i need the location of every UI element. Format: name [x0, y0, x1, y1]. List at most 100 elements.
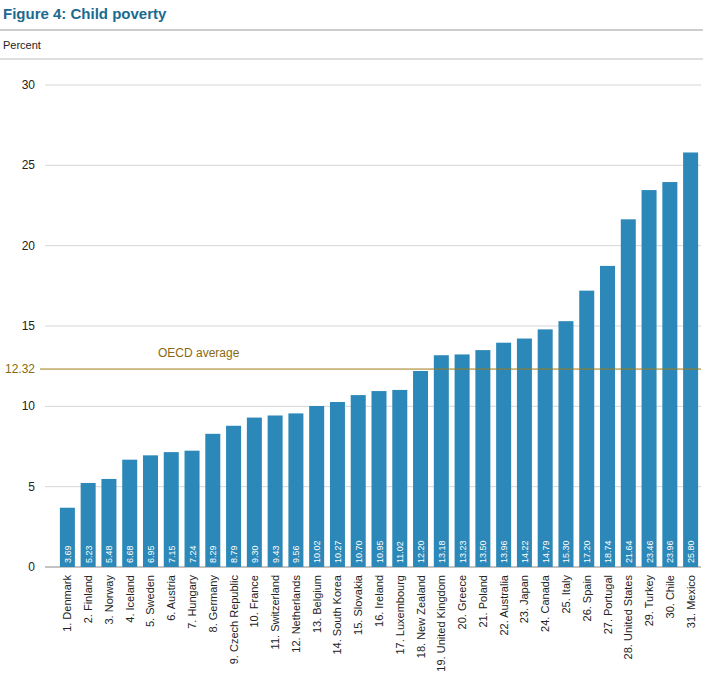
data-label: 10.27 [333, 540, 343, 563]
x-tick-label: 13. Belgium [311, 575, 323, 633]
bar [455, 354, 470, 567]
data-label: 6.68 [125, 545, 135, 563]
x-tick-label: 6. Austria [165, 574, 177, 621]
x-tick-label: 8. Germany [207, 575, 219, 633]
data-label: 10.95 [375, 540, 385, 563]
grid-line [45, 245, 701, 246]
x-tick-label: 14. South Korea [331, 574, 343, 654]
x-tick-label: 28. United States [622, 575, 634, 660]
grid-line [45, 165, 701, 166]
data-label: 14.79 [541, 540, 551, 563]
x-tick-label: 9. Czech Republic [228, 575, 240, 665]
x-tick-label: 1. Denmark [61, 575, 73, 632]
bar [496, 343, 511, 567]
bar [247, 418, 262, 567]
bar [392, 390, 407, 567]
x-tick-label: 23. Japan [518, 575, 530, 623]
x-tick-label: 26. Spain [581, 575, 593, 621]
bar [434, 355, 449, 567]
bar [558, 321, 573, 567]
x-tick-label: 5. Sweden [144, 575, 156, 627]
x-tick-label: 24. Canada [539, 574, 551, 632]
x-tick-label: 3. Norway [103, 575, 115, 625]
bar [662, 182, 677, 567]
reference-label: OECD average [158, 346, 240, 360]
bar [122, 460, 137, 567]
data-label: 9.30 [250, 545, 260, 563]
bar [288, 413, 303, 567]
data-label: 5.23 [84, 545, 94, 563]
x-tick-label: 2. Finland [82, 575, 94, 623]
bar [621, 219, 636, 567]
bar [81, 483, 96, 567]
data-label: 11.02 [395, 541, 405, 563]
bar [579, 291, 594, 567]
header-rule [0, 59, 703, 60]
x-tick-label: 22. Australia [498, 574, 510, 635]
bar [143, 455, 158, 567]
bar [205, 434, 220, 567]
data-label: 18.74 [603, 540, 613, 563]
y-tick-label: 0 [28, 560, 35, 574]
x-tick-label: 19. United Kingdom [435, 575, 447, 672]
bar [475, 350, 490, 567]
x-tick-label: 27. Portugal [602, 575, 614, 634]
bar [517, 339, 532, 567]
grid-line [45, 85, 701, 86]
data-label: 7.24 [188, 545, 198, 563]
data-label: 13.23 [458, 540, 468, 563]
data-label: 13.18 [437, 540, 447, 563]
bar [413, 371, 428, 567]
data-label: 14.22 [520, 540, 530, 563]
x-tick-label: 4. Iceland [124, 575, 136, 623]
reference-value: 12.32 [5, 362, 35, 376]
data-label: 10.02 [312, 540, 322, 563]
data-label: 23.96 [665, 540, 675, 563]
x-tick-label: 7. Hungary [186, 575, 198, 629]
bar [600, 266, 615, 567]
y-tick-label: 15 [22, 319, 36, 333]
data-label: 17.20 [582, 540, 592, 563]
bar [309, 406, 324, 567]
bar [330, 402, 345, 567]
y-tick-label: 10 [22, 399, 36, 413]
data-label: 9.43 [271, 545, 281, 563]
bar [642, 190, 657, 567]
data-label: 8.29 [208, 545, 218, 563]
bar [683, 152, 698, 567]
chart: Figure 4: Child povertyPercent0510152025… [0, 0, 703, 696]
title: Figure 4: Child poverty [3, 5, 167, 22]
data-label: 10.70 [354, 540, 364, 563]
data-label: 13.50 [478, 540, 488, 563]
data-label: 3.69 [63, 545, 73, 563]
x-tick-label: 29. Turkey [643, 575, 655, 627]
y-tick-label: 5 [28, 480, 35, 494]
title-rule [0, 30, 703, 31]
x-tick-label: 18. New Zealand [415, 575, 427, 658]
x-tick-label: 17. Luxembourg [394, 575, 406, 655]
data-label: 13.96 [499, 540, 509, 563]
y-axis-label: Percent [3, 39, 41, 51]
x-tick-label: 11. Switzerland [269, 575, 281, 649]
x-tick-label: 20. Greece [456, 575, 468, 629]
data-label: 6.95 [146, 545, 156, 563]
x-tick-label: 10. France [248, 575, 260, 628]
bar [268, 415, 283, 567]
data-label: 23.46 [645, 540, 655, 563]
x-tick-label: 30. Chile [664, 575, 676, 618]
bar [185, 451, 200, 567]
data-label: 9.56 [291, 545, 301, 563]
x-tick-label: 25. Italy [560, 575, 572, 614]
data-label: 21.64 [624, 540, 634, 563]
data-label: 15.30 [561, 540, 571, 563]
bar [60, 508, 75, 567]
bars [60, 152, 698, 567]
bar [538, 329, 553, 567]
y-tick-label: 30 [22, 78, 36, 92]
bar [101, 479, 116, 567]
x-tick-label: 15. Slovakia [352, 574, 364, 635]
data-label: 8.79 [229, 545, 239, 563]
data-label: 12.20 [416, 540, 426, 563]
bar [351, 395, 366, 567]
x-tick-label: 12. Netherlands [290, 575, 302, 653]
